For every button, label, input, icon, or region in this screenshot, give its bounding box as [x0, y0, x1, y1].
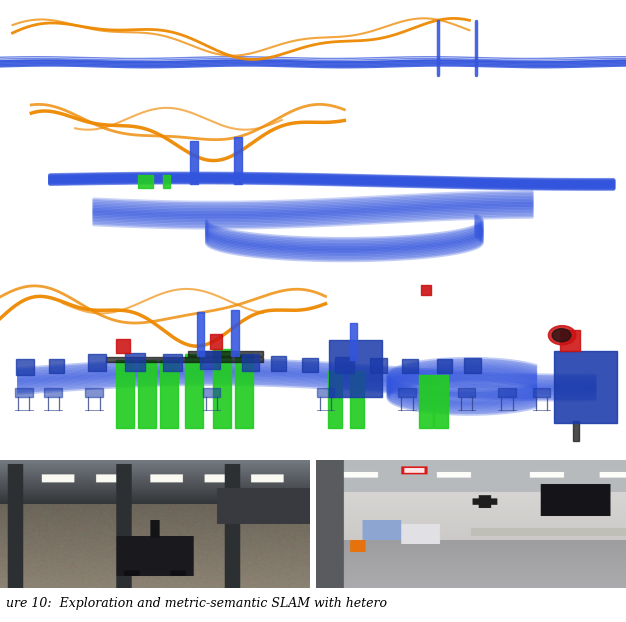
Bar — [116, 339, 130, 353]
Bar — [270, 356, 286, 371]
Bar — [498, 388, 516, 397]
Bar — [231, 310, 239, 356]
Bar — [573, 421, 579, 441]
Circle shape — [552, 328, 571, 341]
Bar — [197, 312, 204, 356]
Bar — [419, 376, 433, 428]
Bar — [350, 323, 357, 360]
Bar — [200, 351, 220, 369]
Bar — [402, 360, 418, 373]
Bar — [317, 388, 334, 397]
Bar — [163, 353, 182, 371]
Bar — [329, 340, 382, 397]
Bar — [85, 388, 103, 397]
Bar — [302, 358, 317, 372]
Text: ure 10:  Exploration and metric-semantic SLAM with hetero: ure 10: Exploration and metric-semantic … — [6, 596, 387, 610]
Bar — [163, 175, 170, 188]
Bar — [437, 360, 452, 373]
Bar — [464, 358, 481, 373]
Bar — [88, 353, 106, 371]
Bar — [116, 360, 134, 428]
Bar — [138, 175, 153, 188]
Bar — [106, 357, 263, 362]
Bar — [350, 371, 364, 428]
Bar — [554, 351, 617, 424]
Bar — [458, 388, 475, 397]
Bar — [234, 137, 242, 184]
Bar — [16, 359, 34, 376]
Bar — [188, 351, 263, 356]
Bar — [185, 353, 203, 428]
Bar — [398, 388, 416, 397]
Bar — [235, 353, 253, 428]
Bar — [49, 360, 64, 373]
Bar — [421, 285, 431, 295]
Bar — [242, 355, 259, 371]
Bar — [560, 330, 580, 351]
Bar — [190, 141, 198, 184]
Bar — [533, 388, 550, 397]
Bar — [203, 388, 220, 397]
Bar — [44, 388, 62, 397]
Bar — [213, 349, 231, 428]
Bar — [125, 353, 145, 371]
Bar — [210, 334, 222, 349]
Bar — [335, 356, 354, 373]
Bar — [328, 371, 342, 428]
Circle shape — [548, 326, 576, 345]
Bar — [370, 358, 387, 373]
Bar — [15, 388, 33, 397]
Bar — [434, 376, 448, 428]
Bar — [160, 360, 178, 428]
Bar — [138, 360, 156, 428]
